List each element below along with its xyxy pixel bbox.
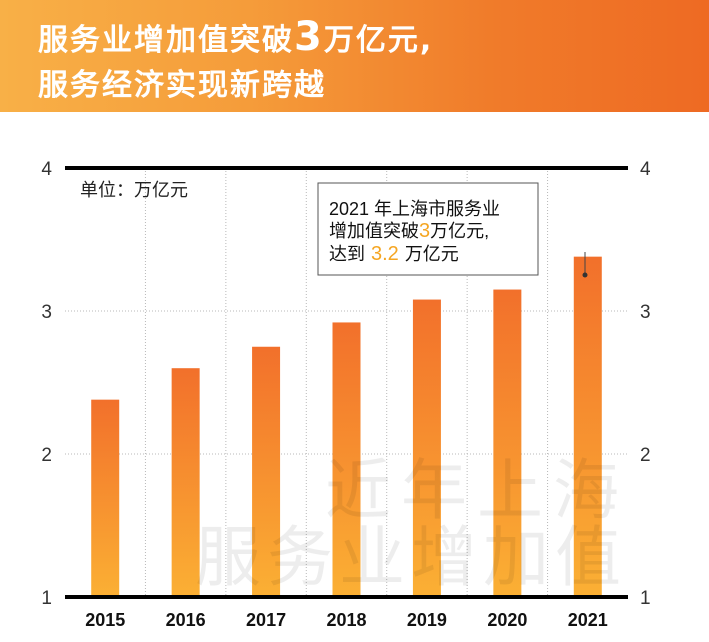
x-tick-label: 2015 [85, 610, 125, 630]
x-tick-label: 2021 [568, 610, 608, 630]
annotation-line1: 2021 年上海市服务业 [329, 199, 500, 219]
bar-2019 [412, 299, 441, 597]
bar-2015 [91, 399, 120, 597]
annotation-marker [582, 272, 588, 278]
x-tick-label: 2017 [246, 610, 286, 630]
banner-title-text-a: 服务业增加值突破 [38, 23, 294, 58]
annotation-highlight-3: 3 [419, 220, 430, 242]
bar-2018 [332, 322, 361, 597]
banner-title-text-b: 万亿元, [323, 23, 434, 58]
bar-2021 [573, 256, 602, 597]
annotation-line2: 增加值突破3万亿元, [329, 220, 489, 242]
y-tick-label-left: 3 [41, 302, 52, 323]
y-tick-label-right: 1 [640, 588, 651, 609]
y-tick-label-left: 4 [41, 159, 52, 180]
title-banner: 服务业增加值突破3万亿元, 服务经济实现新跨越 [0, 0, 709, 112]
x-tick-label: 2018 [326, 610, 366, 630]
watermark-line1: 近年上海 [325, 453, 629, 527]
y-tick-label-left: 1 [41, 588, 52, 609]
y-tick-label-right: 3 [640, 302, 651, 323]
y-tick-label-right: 2 [640, 445, 651, 466]
x-tick-label: 2020 [487, 610, 527, 630]
banner-title-number: 3 [294, 14, 324, 60]
banner-title-line2: 服务经济实现新跨越 [38, 68, 326, 103]
banner-title-line1: 服务业增加值突破3万亿元, [38, 14, 433, 60]
bar-2017 [252, 346, 281, 597]
x-tick-label: 2016 [166, 610, 206, 630]
bar-2016 [171, 368, 200, 597]
unit-label: 单位：万亿元 [80, 180, 188, 200]
annotation-line3: 达到 3.2 万亿元 [329, 243, 459, 265]
annotation-highlight-32: 3.2 [371, 243, 399, 265]
y-tick-label-left: 2 [41, 445, 52, 466]
y-tick-label-right: 4 [640, 159, 651, 180]
bar-2020 [493, 289, 522, 597]
annotation-box [317, 182, 539, 276]
watermark-line2: 服务业增加值 [195, 520, 627, 594]
x-tick-label: 2019 [407, 610, 447, 630]
